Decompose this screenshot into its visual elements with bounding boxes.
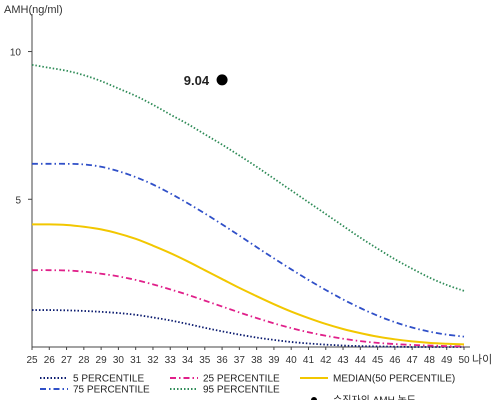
legend-label: 5 PERCENTILE [73,374,144,385]
x-axis-title: 나이 [472,353,492,366]
legend-label: 95 PERCENTILE [203,385,280,396]
x-tick-label: 30 [113,355,125,366]
series-line [32,162,465,338]
x-tick-label: 48 [424,355,436,366]
x-tick-label: 33 [165,355,177,366]
x-tick-label: 31 [130,355,142,366]
axes: 5 10 25 26 27 28 29 30 31 32 33 34 35 36 37 38 39 40 41 42 4… [10,14,470,366]
x-tick-label: 32 [147,355,159,366]
y-axis-title: AMH(ng/ml) [4,4,63,16]
x-tick-label: 27 [61,355,73,366]
series-line [31,223,465,346]
legend-label: MEDIAN(50 PERCENTILE) [333,374,455,385]
x-tick-label: 35 [199,355,211,366]
legend: 5 PERCENTILE 25 PERCENTILE MEDIAN(50 PERCE… [40,374,455,400]
x-tick-label: 47 [407,355,419,366]
x-tick-label: 28 [78,355,90,366]
legend-marker-patient [311,397,317,400]
series-line [31,309,464,348]
x-tick-label: 46 [389,355,401,366]
x-tick-label: 49 [441,355,453,366]
x-tick-label: 25 [26,355,38,366]
x-tick-label: 40 [286,355,298,366]
x-tick-label: 36 [217,355,229,366]
patient-amh-value-label: 9.04 [184,73,210,88]
x-tick-label: 26 [44,355,56,366]
legend-label-patient: 수진자의 AMH 농도 [333,395,416,400]
x-tick-label: 39 [268,355,280,366]
x-tick-label: 29 [96,355,108,366]
x-tick-label: 34 [182,355,194,366]
legend-label: 75 PERCENTILE [73,385,150,396]
x-tick-label: 42 [320,355,332,366]
patient-amh-point [216,74,228,86]
series-layer [31,63,465,348]
x-tick-label: 37 [234,355,246,366]
y-tick-label: 5 [15,195,21,206]
series-line [31,269,465,348]
x-tick-label: 43 [337,355,349,366]
y-tick-label: 10 [10,48,22,59]
x-tick-label: 45 [372,355,384,366]
x-tick-label: 50 [458,355,470,366]
highlight-layer: 9.04 [184,73,228,88]
series-line [31,63,465,292]
legend-label: 25 PERCENTILE [203,374,280,385]
x-tick-label: 44 [355,355,367,366]
x-tick-label: 41 [303,355,315,366]
x-tick-label: 38 [251,355,263,366]
